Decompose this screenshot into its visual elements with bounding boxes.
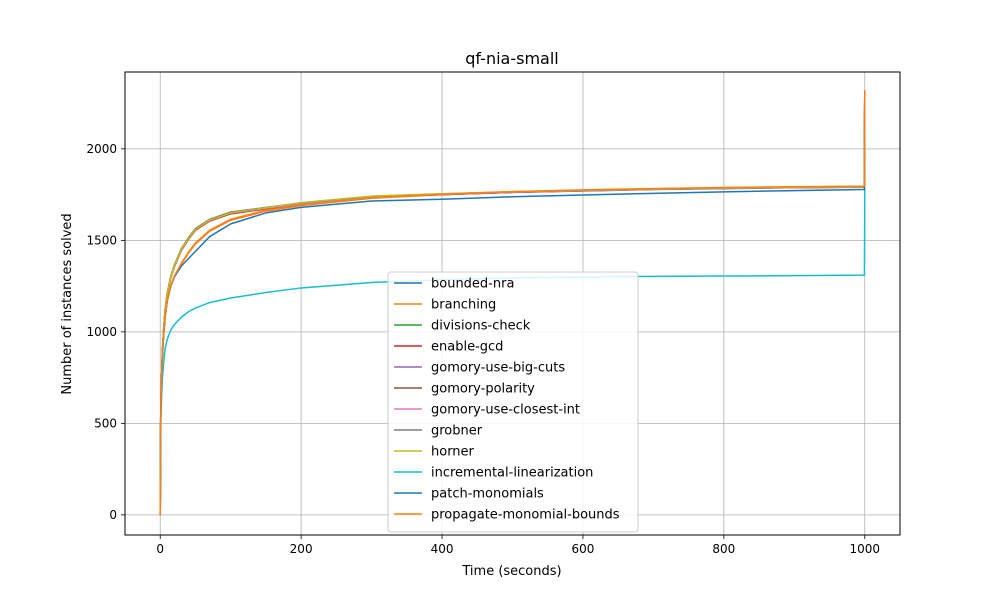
y-tick-label: 1000 (86, 325, 117, 339)
y-tick-label: 500 (94, 416, 117, 430)
chart-title: qf-nia-small (465, 49, 558, 68)
y-tick-label: 0 (109, 508, 117, 522)
x-tick-label: 800 (712, 542, 735, 556)
legend-label: gomory-polarity (431, 382, 535, 397)
y-axis-label: Number of instances solved (60, 213, 75, 394)
legend-box (387, 271, 639, 533)
series-line-propagate-monomial-bounds (159, 90, 866, 515)
legend-label: propagate-monomial-bounds (431, 508, 620, 523)
legend-label: grobner (431, 424, 483, 439)
y-tick-label: 1500 (86, 233, 117, 247)
legend-label: enable-gcd (431, 340, 503, 355)
legend-label: branching (431, 298, 496, 313)
legend: bounded-nra branching divisions-check enabl… (387, 271, 639, 533)
plot-lines (159, 90, 866, 515)
x-tick-label: 400 (431, 542, 454, 556)
legend-label: gomory-use-closest-int (431, 403, 580, 418)
x-tick-label: 1000 (849, 542, 880, 556)
axes-frame (124, 71, 901, 536)
legend-label: patch-monomials (431, 487, 544, 502)
y-tick-label: 2000 (86, 142, 117, 156)
legend-label: divisions-check (431, 319, 531, 334)
x-tick-label: 0 (156, 542, 164, 556)
axis-ticks: 0 200 400 600 800 1000 0 500 1000 1500 2000 (86, 142, 880, 556)
legend-label: incremental-linearization (431, 466, 593, 481)
x-axis-label: Time (seconds) (461, 564, 561, 579)
legend-label: horner (431, 445, 475, 460)
x-tick-label: 200 (290, 542, 313, 556)
x-tick-label: 600 (572, 542, 595, 556)
legend-label: gomory-use-big-cuts (431, 361, 565, 376)
legend-label: bounded-nra (431, 277, 514, 292)
